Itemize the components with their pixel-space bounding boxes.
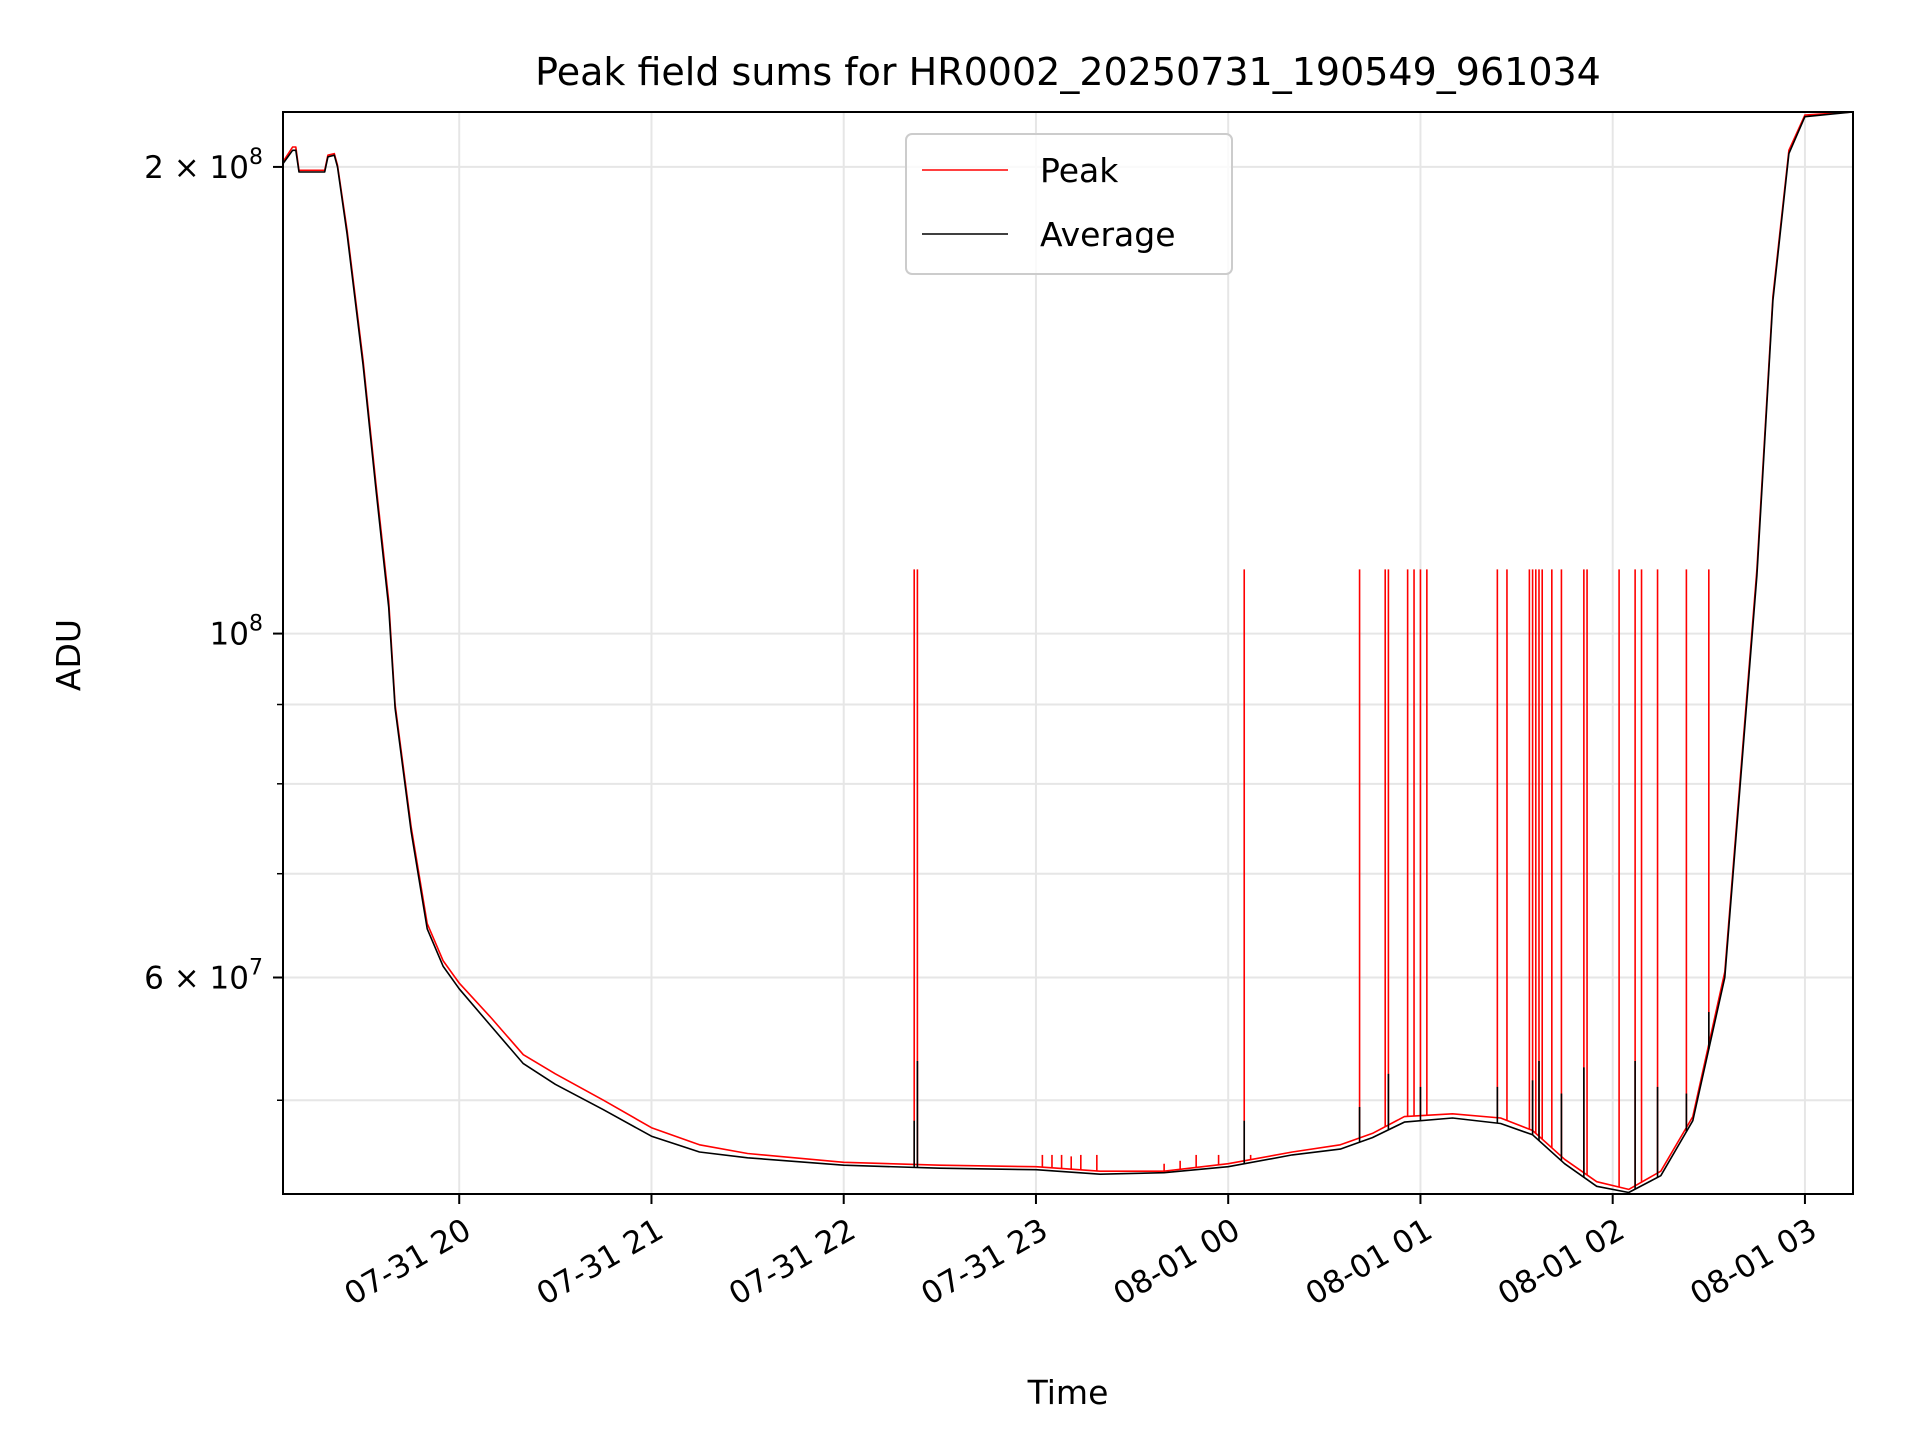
series-line-average: [283, 112, 1853, 1194]
gridlines: [283, 112, 1853, 1194]
legend-label-average: Average: [1040, 215, 1176, 254]
y-axis-label: ADU: [49, 619, 88, 691]
legend-label-peak: Peak: [1040, 151, 1119, 190]
y-tick-label: 108: [210, 612, 263, 653]
y-tick-label: 2 × 108: [144, 145, 263, 186]
legend: Peak Average: [905, 133, 1233, 275]
chart-title: Peak field sums for HR0002_20250731_1905…: [535, 50, 1601, 94]
x-axis-label: Time: [1027, 1373, 1109, 1412]
y-tick-label: 6 × 107: [144, 955, 263, 996]
legend-box: [905, 133, 1233, 275]
plot-area: [283, 112, 1853, 1194]
plot-frame: [282, 111, 1854, 1195]
